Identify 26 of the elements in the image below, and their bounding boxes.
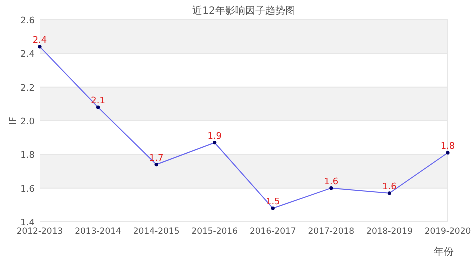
data-label: 1.6 <box>382 182 398 192</box>
y-tick-label: 2.4 <box>20 50 36 60</box>
x-tick-label: 2015-2016 <box>192 227 238 237</box>
data-label: 1.6 <box>324 177 339 188</box>
data-label: 1.8 <box>440 142 456 152</box>
y-axis-title: IF <box>9 117 19 125</box>
x-tick-label: 2013-2014 <box>75 227 122 237</box>
x-tick-label: 2017-2018 <box>308 227 355 237</box>
x-tick-label: 2014-2015 <box>133 227 180 237</box>
y-tick-label: 2.0 <box>20 118 36 128</box>
x-axis-title: 年份 <box>434 246 454 258</box>
y-tick-label: 1.4 <box>20 218 36 228</box>
x-tick-label: 2018-2019 <box>366 227 413 237</box>
data-label: 1.7 <box>149 154 164 164</box>
x-tick-label: 2016-2017 <box>250 227 296 237</box>
y-tick-label: 1.8 <box>20 151 36 162</box>
data-label: 1.9 <box>208 132 222 142</box>
data-label: 2.1 <box>91 96 106 107</box>
y-tick-label: 1.6 <box>20 184 36 195</box>
data-label: 2.4 <box>32 36 48 46</box>
x-tick-label: 2012-2013 <box>16 227 64 237</box>
y-tick-label: 2.2 <box>20 84 35 94</box>
chart-title: 近12年影响因子趋势图 <box>192 5 296 17</box>
data-label: 1.5 <box>266 198 280 208</box>
y-tick-label: 2.6 <box>20 16 36 26</box>
x-tick-label: 2019-2020 <box>424 227 472 237</box>
